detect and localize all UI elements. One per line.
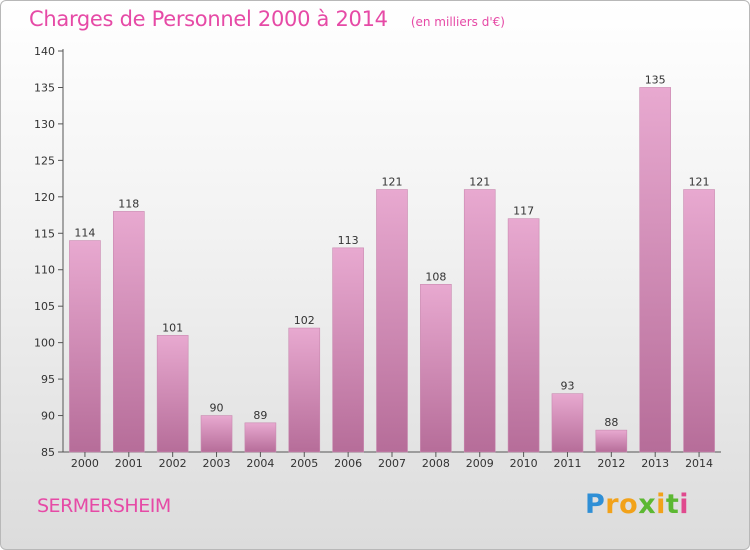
y-tick-label: 125 (34, 154, 55, 167)
chart-title: Charges de Personnel 2000 à 2014 (29, 7, 388, 31)
x-tick-label: 2002 (159, 457, 187, 470)
y-tick-label: 140 (34, 45, 55, 58)
bar-value-label: 113 (338, 234, 359, 247)
bar (639, 87, 672, 453)
bar (463, 189, 496, 453)
bar-value-label: 121 (469, 176, 490, 189)
x-tick-label: 2011 (553, 457, 581, 470)
proxiti-logo: Proxiti (585, 489, 689, 520)
title-row: Charges de Personnel 2000 à 2014 (en mil… (29, 7, 505, 37)
x-tick-label: 2004 (246, 457, 274, 470)
y-tick-label: 130 (34, 118, 55, 131)
x-tick-label: 2001 (115, 457, 143, 470)
bar (595, 429, 628, 453)
bar (507, 218, 540, 453)
bar-value-label: 121 (382, 176, 403, 189)
bar (156, 335, 189, 453)
bar-value-label: 135 (645, 73, 666, 86)
x-tick-label: 2010 (510, 457, 538, 470)
y-tick-label: 120 (34, 191, 55, 204)
bar-value-label: 108 (425, 270, 446, 283)
x-tick-label: 2013 (641, 457, 669, 470)
x-tick-label: 2005 (290, 457, 318, 470)
x-tick-label: 2014 (685, 457, 713, 470)
logo-letter: i (679, 489, 690, 520)
bar (113, 211, 145, 453)
y-tick-label: 110 (34, 264, 55, 277)
chart-unit: (en milliers d'€) (410, 15, 505, 29)
x-tick-label: 2012 (597, 457, 625, 470)
bar (69, 240, 101, 453)
bar (332, 247, 364, 453)
logo-letter: x (638, 489, 657, 520)
bar (551, 393, 584, 453)
x-tick-label: 2007 (378, 457, 406, 470)
x-tick-label: 2003 (203, 457, 231, 470)
y-tick-label: 115 (34, 227, 55, 240)
bar-value-label: 101 (162, 321, 183, 334)
logo-letter: r (605, 489, 620, 520)
y-tick-label: 85 (41, 446, 55, 459)
y-tick-label: 95 (41, 373, 55, 386)
bar-value-label: 114 (74, 227, 95, 240)
logo-letter: t (665, 489, 680, 520)
logo-letter: P (585, 489, 606, 520)
logo-letter: o (619, 489, 639, 520)
bar-value-label: 117 (513, 205, 534, 218)
bar (376, 189, 408, 453)
bar (683, 189, 715, 453)
x-tick-label: 2006 (334, 457, 362, 470)
bar (420, 284, 452, 453)
bar-value-label: 118 (118, 197, 139, 210)
logo-letter: i (656, 489, 666, 520)
x-tick-label: 2000 (71, 457, 99, 470)
y-tick-label: 100 (34, 337, 55, 350)
x-tick-label: 2008 (422, 457, 450, 470)
city-name: SERMERSHEIM (37, 495, 171, 517)
x-tick-label: 2009 (466, 457, 494, 470)
y-tick-label: 135 (34, 81, 55, 94)
bar-value-label: 90 (210, 402, 224, 415)
bar-value-label: 88 (604, 416, 618, 429)
bar (244, 422, 277, 453)
bar-value-label: 121 (689, 176, 710, 189)
bar-value-label: 102 (294, 314, 315, 327)
bar-value-label: 93 (560, 380, 574, 393)
bar-value-label: 89 (253, 409, 267, 422)
y-tick-label: 90 (41, 410, 55, 423)
bar (288, 327, 321, 453)
y-tick-label: 105 (34, 300, 55, 313)
bar (200, 415, 233, 453)
